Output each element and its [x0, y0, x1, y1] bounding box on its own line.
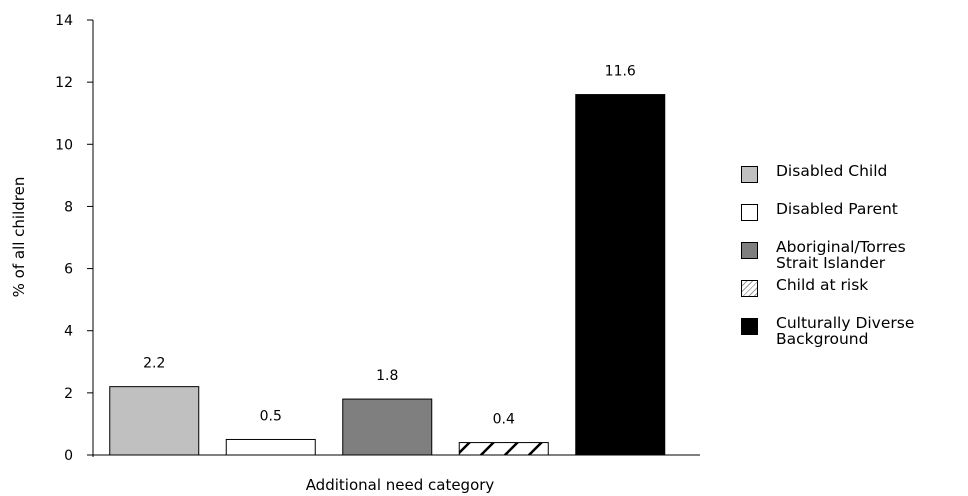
legend-swatch [741, 280, 758, 297]
legend-label: Disabled Child [776, 162, 888, 180]
legend: Disabled Child Disabled Parent Aboriginal/… [741, 160, 968, 350]
legend-swatch [741, 204, 758, 221]
legend-swatch [741, 242, 758, 259]
bar-value-label: 1.8 [376, 368, 398, 384]
y-tick-label: 12 [55, 75, 73, 91]
legend-item: Disabled Child [741, 160, 968, 198]
legend-swatch [741, 166, 758, 183]
x-axis-title: Additional need category [306, 476, 495, 494]
bar [342, 398, 433, 456]
y-tick-label: 6 [64, 262, 73, 278]
y-tick-label: 8 [64, 199, 73, 215]
bar [575, 94, 666, 456]
legend-label: Child at risk [776, 276, 869, 294]
legend-item: Aboriginal/Torres Strait Islander [741, 236, 968, 274]
bar-value-label: 0.5 [260, 408, 282, 424]
legend-label: Disabled Parent [776, 200, 898, 218]
legend-label: Culturally Diverse Background [776, 314, 915, 348]
bar [109, 386, 200, 456]
y-axis-title: % of all children [10, 177, 28, 298]
y-tick-label: 14 [55, 13, 73, 29]
bar [225, 438, 316, 456]
legend-swatch [741, 318, 758, 335]
bar-value-label: 2.2 [143, 356, 165, 372]
y-tick-label: 4 [64, 324, 73, 340]
y-tick-label: 0 [64, 448, 73, 464]
legend-label: Aboriginal/Torres Strait Islander [776, 238, 906, 272]
legend-item: Child at risk [741, 274, 968, 312]
bar [458, 442, 549, 456]
y-tick-label: 2 [64, 386, 73, 402]
bar-value-label: 11.6 [605, 64, 636, 80]
legend-item: Culturally Diverse Background [741, 312, 968, 350]
y-tick-label: 10 [55, 137, 73, 153]
bar-value-label: 0.4 [493, 412, 515, 428]
legend-item: Disabled Parent [741, 198, 968, 236]
